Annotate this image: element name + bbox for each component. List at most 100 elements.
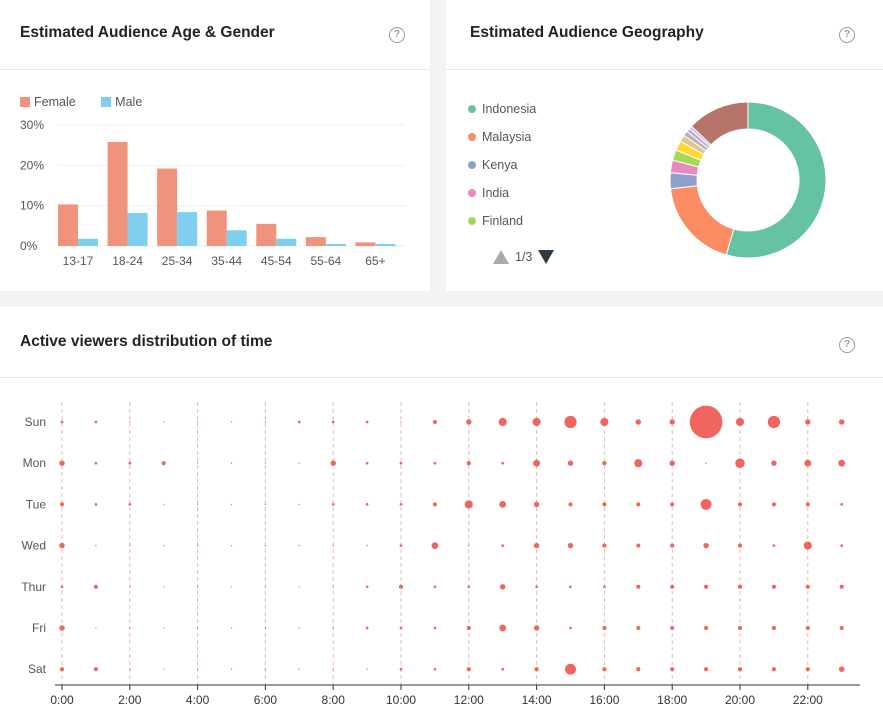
bar-male <box>177 212 198 246</box>
x-tick-label: 6:00 <box>254 693 278 707</box>
day-label: Sun <box>25 415 46 429</box>
viewer-dot <box>805 625 810 631</box>
viewer-dot <box>332 544 334 547</box>
viewer-dot <box>128 461 132 465</box>
viewer-dot <box>95 544 97 547</box>
viewer-dot <box>197 462 199 464</box>
viewer-dot <box>600 417 609 427</box>
geo-legend-item[interactable]: Kenya <box>468 151 536 179</box>
viewer-dot <box>839 625 844 631</box>
geography-title: Estimated Audience Geography <box>470 24 704 41</box>
page-up-icon[interactable] <box>493 250 509 264</box>
geo-legend-item[interactable]: Malaysia <box>468 123 536 151</box>
legend-female[interactable]: Female <box>20 95 76 109</box>
x-tick-label: 55-64 <box>311 254 342 268</box>
viewer-dot <box>196 544 199 547</box>
viewer-dot <box>468 544 470 547</box>
viewer-dot <box>499 624 507 632</box>
viewer-dot <box>230 668 233 670</box>
viewer-dot <box>703 542 709 549</box>
page-down-icon[interactable] <box>538 250 555 264</box>
bar-female <box>256 223 277 246</box>
viewer-dot <box>331 503 335 506</box>
viewer-dot <box>533 459 540 467</box>
viewer-dot <box>298 627 300 629</box>
geo-legend-item[interactable]: Indonesia <box>468 95 536 123</box>
viewer-dot <box>60 420 64 424</box>
viewer-dot <box>197 503 199 505</box>
viewer-dot <box>59 460 65 466</box>
age-gender-bar-chart: 0% 10% 20% 30% 13-17 18-24 25-34 35-44 45-54 55-6… <box>20 118 405 268</box>
viewer-dot <box>366 668 368 670</box>
viewer-dot <box>94 420 98 424</box>
viewer-dot <box>196 627 199 629</box>
y-tick-label: 10% <box>20 199 44 213</box>
viewer-dot <box>59 542 65 549</box>
viewer-dot <box>196 668 199 670</box>
legend-dot <box>468 189 476 197</box>
viewer-dot <box>366 544 368 547</box>
viewer-dot <box>533 501 540 508</box>
viewer-dot <box>230 503 233 505</box>
legend-male[interactable]: Male <box>101 95 142 109</box>
x-tick-label: 8:00 <box>322 693 346 707</box>
day-label: Mon <box>23 456 46 470</box>
help-icon[interactable]: ? <box>839 27 855 43</box>
geography-card: Estimated Audience Geography ? Indonesia… <box>446 0 883 291</box>
viewer-dot <box>365 420 369 424</box>
geo-legend-item[interactable]: Finland <box>468 207 536 235</box>
viewer-dot <box>533 542 540 549</box>
viewer-dot <box>163 627 165 629</box>
viewer-dot <box>737 584 743 589</box>
viewer-dot <box>569 626 572 630</box>
viewer-dot <box>433 667 437 671</box>
viewer-dot <box>700 498 712 510</box>
viewer-dot <box>196 586 199 588</box>
age-gender-card: Estimated Audience Age & Gender ? Female… <box>0 0 430 291</box>
viewer-dot <box>535 585 538 589</box>
x-tick-label: 18-24 <box>112 254 143 268</box>
active-viewers-dot-chart: Sun Mon Tue Wed Thur Fri Sat 0:00 2:00 4:00 6:00 8:… <box>21 402 860 707</box>
viewer-dot <box>298 544 300 547</box>
viewer-dot <box>840 503 844 506</box>
legend-female-label: Female <box>34 95 76 109</box>
viewer-dot <box>399 503 403 506</box>
viewer-dot <box>163 503 165 505</box>
viewer-dot <box>771 625 776 631</box>
viewer-dot <box>230 462 233 464</box>
x-tick-label: 20:00 <box>725 693 755 707</box>
viewer-dot <box>805 502 810 507</box>
viewer-dot <box>298 668 300 670</box>
viewer-dot <box>670 543 675 548</box>
viewer-dot <box>163 545 165 547</box>
viewer-dot <box>264 627 267 629</box>
viewer-dot <box>838 666 845 672</box>
viewer-dot <box>60 585 64 589</box>
viewer-dot <box>230 545 233 547</box>
bar-female <box>206 210 227 246</box>
bar-female <box>355 242 376 246</box>
donut-slice <box>669 185 735 256</box>
x-tick-label: 12:00 <box>454 693 484 707</box>
viewer-dot <box>499 501 507 508</box>
legend-label: Kenya <box>482 158 518 172</box>
viewer-dot <box>163 586 165 588</box>
help-icon[interactable]: ? <box>389 27 405 43</box>
help-icon[interactable]: ? <box>839 337 855 353</box>
day-label: Thur <box>21 580 46 594</box>
x-tick-label: 0:00 <box>50 693 74 707</box>
viewer-dot <box>838 459 846 467</box>
geo-legend-item[interactable]: India <box>468 179 536 207</box>
viewer-dot <box>129 627 131 629</box>
viewer-dot <box>264 462 266 464</box>
viewer-dot <box>196 421 199 423</box>
viewer-dot <box>230 421 233 423</box>
x-tick-label: 13-17 <box>63 254 94 268</box>
viewer-dot <box>399 544 403 547</box>
legend-label: India <box>482 186 510 200</box>
viewer-dot <box>128 503 132 506</box>
viewer-dot <box>569 585 572 589</box>
viewer-dot <box>230 627 233 629</box>
viewer-dot <box>365 585 369 589</box>
viewer-dot <box>466 667 471 672</box>
